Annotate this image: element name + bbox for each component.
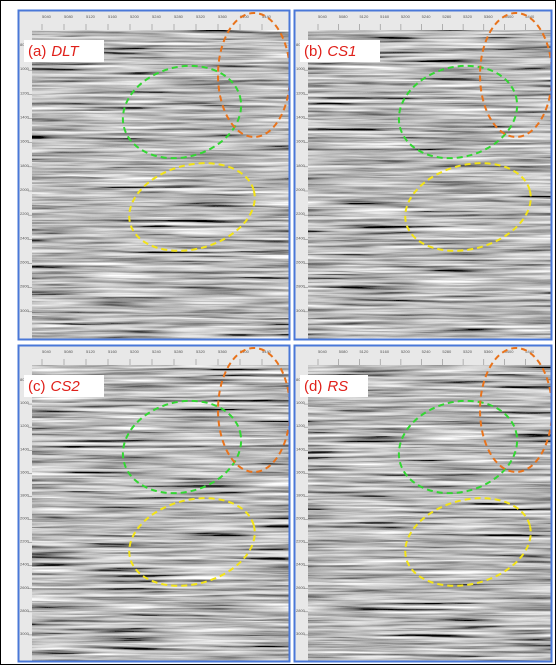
top-tick-label: 5160	[108, 14, 118, 19]
top-tick-label: 5360	[218, 349, 228, 354]
panel-label: (c) CS2	[28, 378, 80, 395]
panel-letter: (b)	[304, 43, 322, 60]
top-tick-label: 5320	[463, 14, 473, 19]
top-tick-label: 5160	[108, 349, 118, 354]
top-tick-label: 5280	[174, 14, 184, 19]
top-tick-label: 5080	[339, 349, 349, 354]
top-tick-label: 5080	[339, 14, 349, 19]
seismic-image	[32, 30, 290, 340]
figure: 5040508051205160520052405280532053605400…	[0, 0, 556, 665]
method-name: CS1	[327, 43, 356, 60]
top-tick-label: 5040	[318, 14, 328, 19]
top-tick-label: 5080	[64, 14, 74, 19]
top-tick-label: 5200	[401, 14, 411, 19]
top-tick-label: 5240	[152, 349, 162, 354]
top-tick-label: 5360	[484, 349, 494, 354]
panel-letter: (d)	[304, 378, 322, 395]
method-name: CS2	[51, 378, 81, 395]
top-tick-label: 5360	[484, 14, 494, 19]
top-tick-label: 5120	[86, 14, 96, 19]
top-tick-label: 5080	[64, 349, 74, 354]
top-tick-label: 5320	[196, 349, 206, 354]
seismic-image	[308, 30, 552, 340]
method-name: DLT	[51, 43, 80, 60]
top-tick-label: 5040	[318, 349, 328, 354]
top-tick-label: 5120	[359, 14, 369, 19]
panel-label: (b) CS1	[304, 43, 357, 60]
method-name: RS	[327, 378, 348, 395]
top-tick-label: 5320	[196, 14, 206, 19]
panel-letter: (c)	[28, 378, 46, 395]
top-tick-label: 5320	[463, 349, 473, 354]
top-tick-label: 5240	[422, 14, 432, 19]
top-tick-label: 5280	[442, 349, 452, 354]
seismic-image	[32, 365, 290, 662]
top-tick-label: 5240	[422, 349, 432, 354]
top-tick-label: 5160	[380, 349, 390, 354]
top-tick-label: 5200	[130, 349, 140, 354]
top-tick-label: 5360	[218, 14, 228, 19]
top-tick-label: 5120	[86, 349, 96, 354]
top-tick-label: 5040	[42, 14, 52, 19]
top-tick-label: 5280	[442, 14, 452, 19]
top-tick-label: 5120	[359, 349, 369, 354]
panel: 5040508051205160520052405280532053605400…	[18, 345, 290, 662]
panel-letter: (a)	[28, 43, 46, 60]
top-tick-label: 5200	[130, 14, 140, 19]
top-tick-label: 5200	[401, 349, 411, 354]
top-tick-label: 5160	[380, 14, 390, 19]
top-tick-label: 5240	[152, 14, 162, 19]
top-tick-label: 5040	[42, 349, 52, 354]
top-tick-label: 5280	[174, 349, 184, 354]
panel-label: (a) DLT	[28, 43, 80, 60]
